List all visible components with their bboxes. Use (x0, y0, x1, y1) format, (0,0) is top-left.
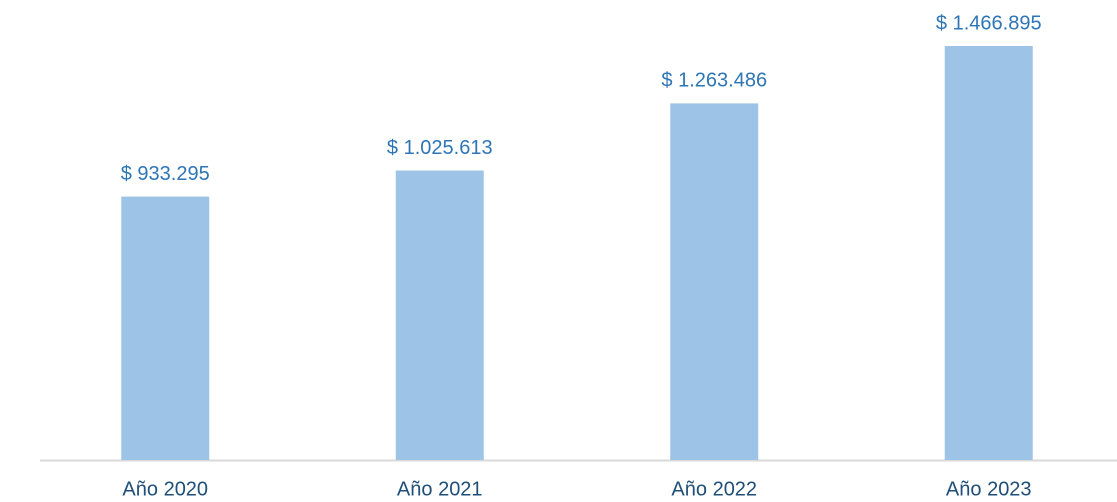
x-tick-label: Año 2022 (671, 478, 757, 500)
bar (670, 103, 759, 461)
data-label: $ 1.263.486 (661, 70, 767, 92)
data-label: $ 933.295 (121, 163, 210, 185)
data-label: $ 1.025.613 (387, 137, 493, 159)
bar (395, 170, 484, 460)
bar (944, 46, 1033, 460)
x-tick-label: Año 2020 (122, 478, 208, 500)
x-tick-label: Año 2021 (397, 478, 483, 500)
data-label: $ 1.466.895 (936, 12, 1042, 34)
bar (121, 196, 210, 460)
x-tick-label: Año 2023 (946, 478, 1032, 500)
